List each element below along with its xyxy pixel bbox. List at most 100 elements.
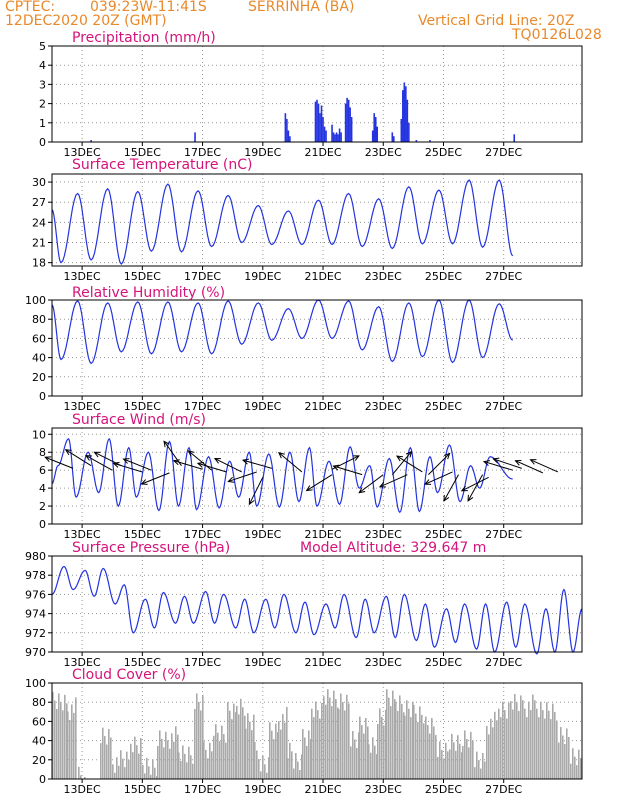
cloud-bar (287, 758, 289, 779)
cloud-bar (64, 694, 66, 779)
cloud-bar (108, 729, 110, 779)
wind-arrow-head (196, 461, 204, 468)
cloud-xtick-label: 15DEC (124, 783, 161, 796)
cloud-bar (236, 705, 238, 779)
cloud-bar (329, 697, 331, 779)
cloud-bar (466, 738, 468, 779)
cloud-bar (464, 730, 466, 779)
cloud-bar (449, 749, 451, 779)
wind-arrow-head (248, 498, 255, 506)
wind-arrow-head (227, 476, 235, 483)
cloud-bar (441, 749, 443, 779)
cloud-bar (408, 708, 410, 779)
press-ytick-label: 978 (25, 569, 46, 582)
cloud-bar (192, 763, 194, 779)
precip-ytick-label: 2 (39, 98, 46, 111)
precip-bar (408, 122, 410, 142)
wind-arrow (333, 465, 363, 476)
cloud-bar (524, 708, 526, 779)
cloud-bar (156, 776, 158, 779)
temp-xtick-label: 25DEC (425, 270, 462, 283)
press-xtick-label: 17DEC (184, 656, 221, 669)
precip-bar (346, 97, 348, 142)
cloud-bar (163, 747, 165, 779)
cloud-ytick-label: 80 (32, 696, 46, 709)
cloud-bar (260, 771, 262, 779)
wind-xtick-label: 13DEC (64, 528, 101, 541)
cloud-bar (435, 734, 437, 779)
wind-arrow (65, 449, 92, 467)
cloud-bar (385, 709, 387, 779)
cloud-bar (492, 727, 494, 779)
rh-ytick-label: 0 (39, 390, 46, 403)
press-xtick-label: 25DEC (425, 656, 462, 669)
cloud-bar (256, 750, 258, 779)
cloud-bar (368, 744, 370, 779)
precip-bar (406, 99, 409, 142)
temp-xtick-label: 17DEC (184, 270, 221, 283)
wind-frame (51, 427, 583, 525)
cloud-bar (184, 753, 186, 779)
wind-arrow (391, 451, 412, 475)
cloud-bar (476, 751, 478, 779)
wind-arrow-head (187, 450, 195, 457)
cloud-bar (496, 720, 498, 779)
cloud-bar (377, 723, 379, 779)
temp-xtick-label: 27DEC (485, 270, 522, 283)
wind-arrow-head (460, 485, 468, 492)
precip-bar (337, 134, 339, 142)
cloud-bar (365, 718, 367, 779)
wind-arrow-head (112, 461, 120, 468)
rh-xtick-label: 23DEC (365, 400, 402, 413)
wind-arrow-head (358, 487, 366, 494)
cloud-bar (403, 712, 405, 779)
cloud-xtick-label: 27DEC (485, 783, 522, 796)
cloud-bar (566, 728, 568, 779)
cloud-bar (240, 698, 242, 779)
temp-xtick-label: 13DEC (64, 270, 101, 283)
cloud-bar (132, 752, 134, 779)
cloud-bar (52, 692, 54, 779)
cloud-bar (518, 710, 520, 779)
cloud-bar (200, 710, 202, 779)
cloud-bar (75, 697, 77, 779)
cloud-bar (315, 701, 317, 779)
wind-arrow-head (405, 450, 413, 458)
cloud-bar (388, 697, 390, 779)
cloud-bar (327, 689, 329, 779)
wind-arrow-head (305, 485, 313, 492)
precip-xtick-label: 21DEC (304, 146, 341, 159)
temp-xtick-label: 19DEC (244, 270, 281, 283)
cloud-bar (136, 745, 138, 779)
cloud-bar (556, 720, 558, 779)
temp-series-line (51, 179, 514, 265)
press-xtick-label: 19DEC (244, 656, 281, 669)
cloud-xtick-label: 19DEC (244, 783, 281, 796)
cloud-bar (128, 760, 130, 779)
cloud-bar (295, 753, 297, 779)
cloud-bar (80, 775, 82, 779)
press-subtitle: Model Altitude: 329.647 m (300, 540, 486, 556)
cloud-bar (177, 734, 179, 779)
wind-arrow (248, 477, 264, 505)
cloud-bar (350, 746, 352, 779)
wind-ytick-label: 4 (39, 482, 46, 495)
cloud-bar (540, 701, 542, 779)
wind-arrow-head (163, 440, 170, 448)
cloud-bar (323, 696, 325, 779)
rh-frame (51, 299, 583, 397)
cloud-bar (451, 733, 453, 779)
temp-title: Surface Temperature (nC) (72, 157, 253, 173)
wind-arrow (278, 452, 303, 473)
wind-arrow-head (172, 459, 180, 466)
rh-xtick-label: 15DEC (124, 400, 161, 413)
precip-xtick-label: 13DEC (64, 146, 101, 159)
precip-bar (319, 113, 321, 142)
cloud-bar (576, 765, 578, 779)
cloud-bar (574, 756, 576, 779)
press-xtick-label: 13DEC (64, 656, 101, 669)
cloud-bar (410, 717, 412, 779)
wind-arrow (358, 474, 384, 494)
wind-arrow (379, 474, 408, 488)
wind-arrow-head (241, 458, 249, 465)
